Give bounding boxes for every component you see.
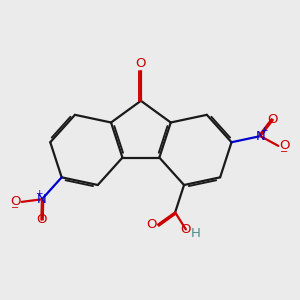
Text: −: −	[11, 203, 19, 213]
Text: O: O	[268, 113, 278, 126]
Text: H: H	[190, 226, 200, 240]
Text: O: O	[136, 57, 146, 70]
Text: N: N	[37, 193, 47, 206]
Text: N: N	[256, 130, 265, 142]
Text: O: O	[36, 213, 47, 226]
Text: −: −	[280, 147, 288, 157]
Text: +: +	[35, 189, 43, 198]
Text: +: +	[260, 126, 268, 135]
Text: O: O	[181, 223, 191, 236]
Text: O: O	[10, 195, 20, 208]
Text: O: O	[146, 218, 157, 231]
Text: O: O	[280, 140, 290, 152]
